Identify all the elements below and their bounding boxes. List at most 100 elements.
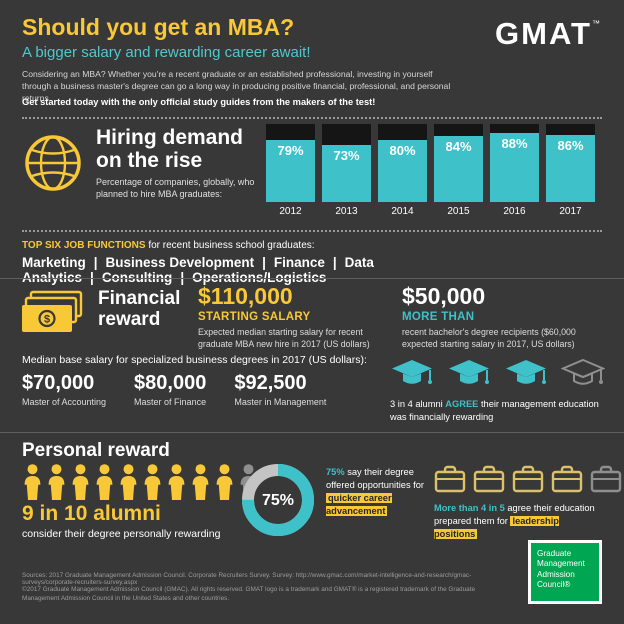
financial-heading: Financial reward (98, 288, 180, 331)
hiring-bar-chart: 79% 2012 73% 2013 80% 2014 84% 2015 88% 2016 86% 20… (266, 124, 595, 217)
degree-name: Master of Finance (134, 397, 207, 407)
more-than-desc: recent bachelor's degree recipients ($60… (402, 327, 576, 349)
job-function-item: Data Analytics (22, 255, 374, 285)
financial-heading-line2: reward (98, 309, 161, 331)
person-icon (142, 464, 163, 506)
svg-text:$: $ (44, 314, 50, 326)
bar-column-2014: 80% 2014 (378, 124, 427, 217)
dotted-separator (22, 230, 602, 232)
grad-cap-caption: 3 in 4 alumni AGREE their management edu… (390, 398, 602, 423)
bar-column-2015: 84% 2015 (434, 124, 483, 217)
caps-text-agree: AGREE (445, 399, 479, 409)
globe-icon (22, 132, 84, 199)
more-than-label: MORE THAN (402, 311, 475, 323)
briefcase-caption-mid: agree their education prepared them for (434, 503, 595, 527)
grad-cap-row (390, 358, 606, 395)
person-icon (70, 464, 91, 506)
job-function-item: Finance (273, 255, 325, 270)
bar-year-label: 2017 (559, 206, 582, 217)
degree-amount: $70,000 (22, 372, 95, 394)
job-functions-label: TOP SIX JOB FUNCTIONS for recent busines… (22, 240, 315, 251)
money-icon: $ (20, 290, 84, 339)
sources-text: Sources: 2017 Graduate Management Admiss… (22, 572, 472, 586)
cta-text: Get started today with the only official… (22, 97, 376, 107)
more-than-block: $50,000 MORE THAN recent bachelor's degr… (402, 283, 602, 351)
briefcase-caption: More than 4 in 5 agree their education p… (434, 502, 602, 541)
page-title: Should you get an MBA? (22, 14, 295, 40)
bar-column-2016: 88% 2016 (490, 124, 539, 217)
job-functions-label-em: TOP SIX JOB FUNCTIONS (22, 240, 146, 251)
bar-value-label: 73% (333, 148, 360, 164)
bar-column-2017: 86% 2017 (546, 124, 595, 217)
person-icon (22, 464, 43, 506)
bar-value-label: 80% (389, 142, 416, 158)
grad-cap-icon (447, 358, 491, 395)
person-icon (94, 464, 115, 506)
briefcase-icon (590, 464, 622, 498)
person-icon (46, 464, 67, 506)
dotted-separator (22, 117, 602, 119)
donut-caption-highlight: quicker career advancement (326, 493, 392, 517)
bar-year-label: 2015 (447, 206, 470, 217)
section-divider (0, 278, 624, 279)
starting-salary-label: STARTING SALARY (198, 311, 311, 323)
caps-text-post: their management education was financial… (390, 399, 599, 422)
bar-year-label: 2014 (391, 206, 414, 217)
job-function-item: Marketing (22, 255, 86, 270)
pipe-separator: | (93, 255, 98, 270)
degree-amount: $92,500 (234, 372, 307, 394)
briefcase-icon (473, 464, 505, 498)
degree-block: $70,000 Master of Accounting (22, 372, 106, 407)
gmac-logo-box: Graduate Management Admission Council® (531, 543, 599, 601)
section-divider (0, 432, 624, 433)
degree-block: $92,500 Master in Management (234, 372, 326, 407)
grad-cap-icon (504, 358, 548, 395)
bar-year-label: 2012 (279, 206, 302, 217)
briefcase-icon (434, 464, 466, 498)
degree-salary-row: $70,000 Master of Accounting $80,000 Mas… (22, 372, 326, 407)
pipe-separator: | (262, 255, 266, 270)
gmac-logo: Graduate Management Admission Council® (528, 540, 602, 604)
pipe-separator: | (332, 255, 337, 270)
job-functions-label-rest: for recent business school graduates: (145, 240, 315, 251)
job-functions-list: Marketing | Business Development | Finance | D… (22, 255, 624, 285)
hiring-description: Percentage of companies, globally, who p… (96, 177, 255, 200)
bar-year-label: 2013 (335, 206, 358, 217)
page-subtitle: A bigger salary and rewarding career awa… (22, 44, 311, 61)
pipe-separator: | (90, 270, 94, 285)
donut-caption-mid: say their degree offered opportunities f… (326, 467, 425, 491)
donut-arc (242, 464, 314, 536)
bar-value-label: 84% (445, 139, 472, 155)
hiring-heading-line2: on the rise (96, 148, 203, 172)
caps-text-pre: 3 in 4 alumni (390, 399, 446, 409)
trademark-symbol: ™ (592, 19, 600, 28)
bar-year-label: 2016 (503, 206, 526, 217)
person-icon (214, 464, 235, 506)
median-salary-label: Median base salary for specialized busin… (22, 354, 367, 366)
financial-heading-line1: Financial (98, 288, 181, 309)
gmac-logo-line: Council® (537, 579, 571, 589)
bar-column-2012: 79% 2012 (266, 124, 315, 217)
degree-name: Master of Accounting (22, 397, 107, 407)
grad-cap-icon (390, 358, 434, 395)
briefcase-icon (512, 464, 544, 498)
nine-in-ten-stat: 9 in 10 alumni (22, 502, 161, 525)
hiring-heading-line1: Hiring demand (96, 126, 244, 149)
gmac-logo-line: Admission (537, 569, 575, 579)
nine-in-ten-desc: consider their degree personally rewardi… (22, 528, 221, 540)
hiring-heading: Hiring demand on the rise (96, 126, 244, 172)
briefcase-caption-stat: More than 4 in 5 (434, 503, 505, 513)
bar-value-label: 88% (501, 136, 528, 152)
bar-value-label: 86% (557, 137, 584, 153)
copyright-text: ©2017 Graduate Management Admission Coun… (22, 586, 476, 603)
degree-name: Master in Management (234, 397, 327, 407)
donut-chart: 75% (240, 462, 316, 543)
person-row (22, 464, 259, 506)
pipe-separator: | (180, 270, 185, 285)
more-than-amount: $50,000 (402, 283, 486, 309)
gmac-logo-line: Graduate (537, 549, 572, 558)
starting-salary-desc: Expected median starting salary for rece… (198, 327, 370, 349)
degree-block: $80,000 Master of Finance (134, 372, 206, 407)
donut-caption-pct: 75% (326, 467, 345, 477)
